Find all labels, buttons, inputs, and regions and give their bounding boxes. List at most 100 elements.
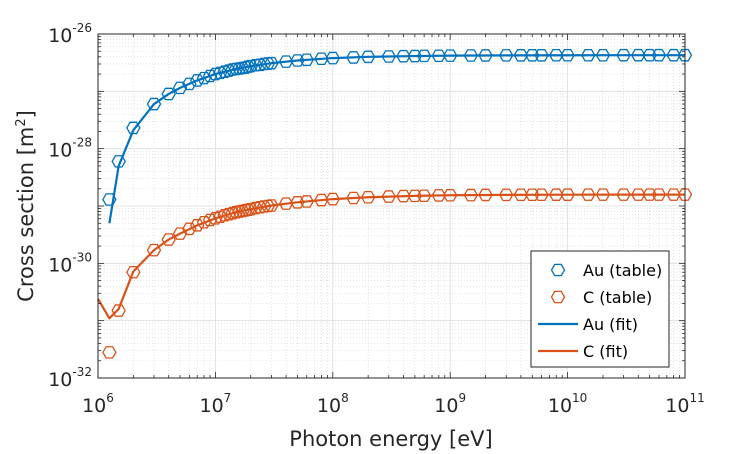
c-table-marker — [677, 188, 693, 201]
au-table-marker — [407, 49, 423, 63]
c-table-marker — [631, 188, 646, 201]
au-table-marker — [616, 48, 631, 62]
legend-swatch-au-table — [550, 263, 566, 277]
au-table-marker — [478, 49, 493, 62]
axis-ticks — [97, 33, 686, 379]
au-table-marker — [360, 50, 376, 64]
au-table-marker — [290, 54, 305, 67]
legend-box — [530, 250, 670, 368]
c-table-marker — [396, 189, 411, 203]
au-table-marker — [126, 121, 141, 135]
legend-label-c-fit: C (fit) — [583, 342, 628, 361]
c-table-marker — [407, 189, 423, 203]
c-table-marker — [161, 233, 176, 246]
au-table-marker — [346, 51, 361, 64]
x-axis-label: Photon energy [eV] — [289, 427, 492, 451]
c-table-marker — [534, 188, 549, 202]
au-table-marker — [396, 49, 411, 63]
c-table-marker — [431, 189, 447, 202]
au-table-marker — [442, 49, 458, 62]
c-table-marker — [243, 202, 258, 216]
au-table-marker — [196, 71, 212, 85]
c-table-marker — [248, 201, 263, 215]
y-tick-label: 10-32 — [48, 365, 92, 391]
c-table-marker — [513, 188, 529, 202]
legend-label-au-table: Au (table) — [583, 261, 662, 280]
au-table-marker — [677, 48, 693, 62]
c-table-marker — [202, 213, 218, 227]
au-table-marker — [642, 48, 657, 62]
au-table-marker — [146, 97, 162, 111]
c-table-marker — [146, 243, 162, 257]
au-table-marker — [111, 155, 126, 168]
tick-labels: 106 107 108 109 1010 1011 10-32 10-30 10-28 10-26 — [48, 21, 705, 417]
au-table-marker — [513, 49, 529, 62]
x-tick-label: 1010 — [548, 391, 587, 417]
au-table-marker — [560, 48, 575, 62]
au-table-marker — [238, 61, 253, 74]
c-table-marker — [478, 188, 493, 202]
au-table-marker — [314, 52, 329, 66]
c-table-marker — [416, 189, 432, 203]
c-table-marker — [264, 199, 279, 212]
au-table-marker — [278, 55, 294, 68]
c-table-marker — [290, 196, 305, 209]
au-table-marker — [299, 53, 315, 67]
au-table-marker — [189, 74, 205, 87]
au-table-marker — [161, 87, 176, 101]
au-table-marker — [208, 67, 223, 81]
c-table-marker — [463, 188, 479, 202]
table-markers — [102, 48, 693, 359]
c-table-marker — [581, 188, 596, 201]
c-table-marker — [666, 188, 681, 201]
y-tick-label: 10-26 — [48, 21, 92, 47]
c-table-marker — [642, 188, 657, 201]
c-table-marker — [525, 188, 540, 202]
legend-label-c-table: C (table) — [583, 288, 652, 307]
y-tick-label: 10-30 — [48, 250, 92, 276]
c-table-marker — [299, 195, 315, 208]
x-tick-label: 106 — [82, 391, 114, 417]
au-table-marker — [102, 193, 117, 206]
legend-label-au-fit: Au (fit) — [583, 315, 638, 334]
au-table-marker — [416, 49, 432, 63]
x-tick-label: 108 — [317, 391, 349, 417]
au-table-marker — [264, 56, 279, 70]
c-table-marker — [651, 188, 667, 201]
c-table-marker — [616, 188, 631, 201]
au-table-marker — [463, 49, 479, 62]
au-table-marker — [525, 49, 540, 62]
c-table-marker — [560, 188, 575, 201]
au-table-marker — [498, 49, 514, 62]
c-table-marker — [498, 188, 514, 202]
au-table-marker — [581, 48, 596, 62]
y-axis-label: Cross section [m2] — [14, 110, 38, 302]
au-table-marker — [666, 48, 681, 62]
au-table-marker — [534, 49, 549, 62]
c-table-marker — [196, 215, 212, 229]
au-table-marker — [631, 48, 646, 62]
c-table-marker — [189, 219, 205, 232]
au-table-marker — [381, 50, 397, 63]
c-table-marker — [442, 188, 458, 202]
x-tick-label: 1011 — [665, 391, 704, 417]
c-table-marker — [111, 304, 126, 317]
c-table-marker — [325, 192, 341, 206]
c-table-marker — [360, 190, 376, 204]
x-tick-label: 107 — [199, 391, 231, 417]
au-table-marker — [595, 48, 611, 62]
c-table-marker — [346, 191, 361, 205]
au-table-marker — [325, 51, 341, 65]
au-table-marker — [651, 48, 667, 62]
au-table-marker — [243, 59, 258, 73]
c-table-marker — [208, 212, 223, 225]
c-table-marker — [548, 188, 564, 201]
c-table-marker — [381, 190, 397, 203]
x-tick-label: 109 — [434, 391, 466, 417]
c-table-marker — [278, 197, 294, 210]
c-table-marker — [314, 193, 329, 207]
c-table-marker — [595, 188, 611, 201]
au-table-marker — [431, 49, 447, 62]
y-tick-label: 10-28 — [48, 136, 92, 162]
